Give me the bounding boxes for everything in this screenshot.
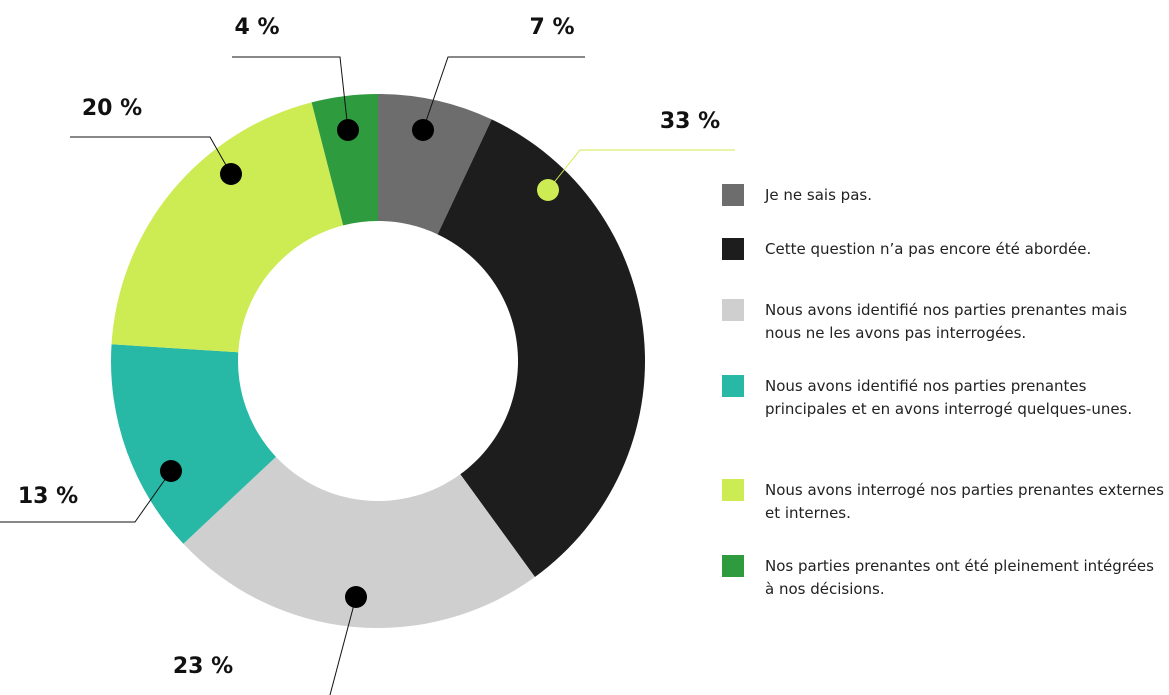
legend-label: Nous avons interrogé nos parties prenant… — [765, 481, 1164, 522]
leader-dot — [345, 586, 367, 608]
legend-label: Nous avons identifié nos parties prenant… — [765, 377, 1133, 418]
legend-swatch — [722, 555, 744, 577]
legend-swatch — [722, 238, 744, 260]
legend-swatch — [722, 184, 744, 206]
legend-item: Nos parties prenantes ont été pleinement… — [722, 555, 1165, 601]
value-label: 7 % — [529, 15, 574, 40]
value-label: 20 % — [82, 96, 142, 121]
leader-dot — [412, 119, 434, 141]
donut-slice — [311, 94, 378, 226]
donut-slice — [378, 94, 492, 235]
leader-line — [547, 149, 735, 191]
legend-item: Nous avons interrogé nos parties prenant… — [722, 479, 1165, 525]
donut-slice — [111, 102, 344, 353]
leader-line — [232, 56, 349, 131]
donut-slice — [183, 456, 535, 628]
donut-slice — [111, 344, 276, 544]
legend-label: Je ne sais pas. — [765, 186, 872, 204]
legend-item: Nous avons identifié nos parties prenant… — [722, 375, 1165, 421]
leader-line — [329, 596, 357, 695]
value-label: 13 % — [18, 484, 78, 509]
legend-swatch — [722, 375, 744, 397]
leader-dot — [537, 179, 559, 201]
leader-line — [70, 136, 232, 175]
legend-swatch — [722, 479, 744, 501]
legend-item: Je ne sais pas. — [722, 184, 1165, 207]
leader-line — [0, 470, 172, 523]
legend-label: Cette question n’a pas encore été abordé… — [765, 240, 1092, 258]
leader-dot — [220, 163, 242, 185]
value-label: 4 % — [234, 15, 279, 40]
value-label: 33 % — [660, 109, 720, 134]
legend-label: Nous avons identifié nos parties prenant… — [765, 301, 1128, 342]
value-label: 23 % — [173, 654, 233, 679]
donut-slice — [437, 119, 645, 578]
legend-label: Nos parties prenantes ont été pleinement… — [765, 557, 1154, 598]
leader-line — [422, 56, 585, 131]
legend-item: Cette question n’a pas encore été abordé… — [722, 238, 1165, 261]
leader-dot — [160, 460, 182, 482]
leader-dot — [337, 119, 359, 141]
legend-swatch — [722, 299, 744, 321]
legend-item: Nous avons identifié nos parties prenant… — [722, 299, 1165, 345]
